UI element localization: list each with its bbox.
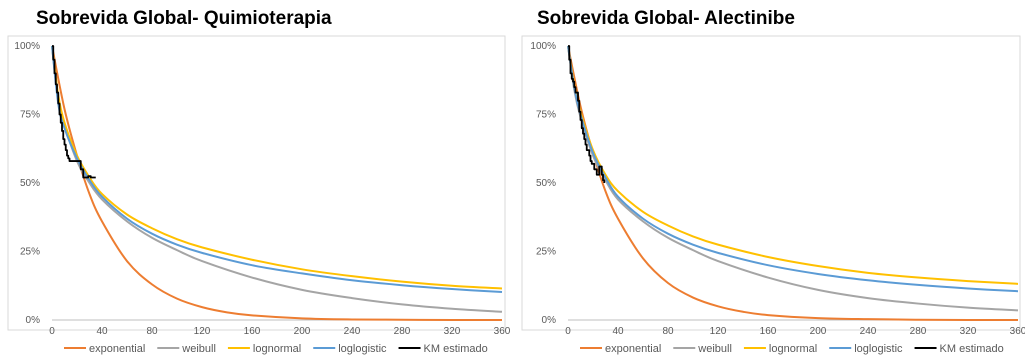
y-tick-label: 0%: [542, 315, 557, 326]
series-line-exponential: [51, 45, 503, 322]
x-tick-label: 120: [194, 326, 211, 337]
chart-1: 0% 25% 50% 75% 100% 0 40 80 120 160 200 240 280 320 36…: [521, 35, 1025, 355]
x-tick-label: 0: [49, 326, 55, 337]
x-tick-label: 240: [344, 326, 361, 337]
legend-label: lognormal: [253, 343, 301, 355]
legend-label: weibull: [181, 343, 216, 355]
y-tick-label: 100%: [530, 41, 556, 52]
legend-label: KM estimado: [424, 343, 488, 355]
x-tick-label: 200: [294, 326, 311, 337]
legend-label: loglogistic: [338, 343, 387, 355]
legend-label: weibull: [697, 343, 732, 355]
x-tick-label: 40: [612, 326, 624, 337]
chart-frame: [7, 35, 506, 331]
legend-label: KM estimado: [940, 343, 1004, 355]
x-tick-label: 160: [244, 326, 261, 337]
legend-label: loglogistic: [854, 343, 903, 355]
y-tick-label: 50%: [536, 178, 556, 189]
chart-title-alectinibe: Sobrevida Global- Alectinibe: [537, 8, 795, 29]
y-tick-label: 25%: [20, 247, 40, 258]
x-tick-label: 320: [960, 326, 977, 337]
x-tick-label: 0: [565, 326, 571, 337]
series-line-weibull: [51, 45, 503, 313]
series-line-exponential: [567, 45, 1019, 322]
legend-label: lognormal: [769, 343, 817, 355]
series-line-km-estimado: [568, 45, 606, 183]
x-tick-label: 40: [96, 326, 108, 337]
x-tick-label: 280: [394, 326, 411, 337]
legend-label: exponential: [605, 343, 661, 355]
chart-frame: [521, 35, 1021, 331]
chart-title-quimioterapia: Sobrevida Global- Quimioterapia: [36, 8, 332, 29]
x-tick-label: 80: [662, 326, 674, 337]
x-tick-label: 360: [1010, 326, 1025, 337]
y-tick-label: 100%: [14, 41, 40, 52]
y-tick-label: 25%: [536, 247, 556, 258]
series-line-km-estimado: [52, 45, 96, 179]
legend-label: exponential: [89, 343, 145, 355]
x-tick-label: 360: [494, 326, 511, 337]
x-tick-label: 240: [860, 326, 877, 337]
x-tick-label: 280: [910, 326, 927, 337]
y-tick-label: 75%: [536, 110, 556, 121]
series-line-loglogistic: [51, 45, 503, 294]
y-tick-label: 50%: [20, 178, 40, 189]
x-tick-label: 120: [710, 326, 727, 337]
x-tick-label: 200: [810, 326, 827, 337]
series-line-loglogistic: [567, 45, 1019, 293]
x-tick-label: 320: [444, 326, 461, 337]
series-line-lognormal: [51, 45, 503, 290]
x-tick-label: 160: [760, 326, 777, 337]
x-tick-label: 80: [146, 326, 158, 337]
chart-0: 0% 25% 50% 75% 100% 0 40 80 120 160 200 240 280 320 36…: [7, 35, 511, 355]
y-tick-label: 75%: [20, 110, 40, 121]
y-tick-label: 0%: [26, 315, 41, 326]
